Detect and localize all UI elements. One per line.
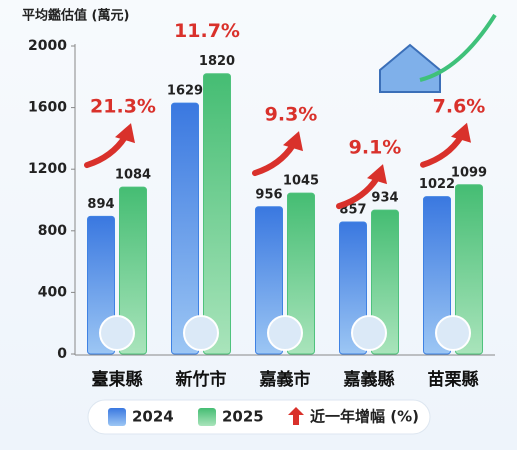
x-tick-label: 新竹市 bbox=[176, 369, 227, 390]
growth-arrow-head bbox=[367, 164, 387, 185]
y-axis-label: 平均鑑估值 (萬元) bbox=[22, 8, 129, 24]
x-tick-label: 臺東縣 bbox=[92, 369, 143, 390]
category-icon bbox=[99, 315, 135, 351]
value-label: 1629 bbox=[167, 84, 203, 99]
growth-arrow-head bbox=[451, 122, 471, 143]
value-label: 1084 bbox=[115, 168, 151, 183]
growth-label: 21.3% bbox=[90, 96, 156, 118]
growth-arrow bbox=[336, 175, 380, 210]
y-tick-label: 400 bbox=[38, 284, 67, 300]
growth-arrow bbox=[84, 134, 128, 169]
value-label: 1820 bbox=[199, 54, 235, 69]
y-tick-label: 1200 bbox=[28, 161, 67, 177]
bar bbox=[255, 206, 283, 355]
legend-label: 2025 bbox=[222, 408, 264, 426]
growth-label: 9.3% bbox=[265, 104, 318, 126]
growth-arrow-head bbox=[115, 123, 135, 144]
value-label: 1022 bbox=[419, 177, 455, 192]
legend-label: 近一年增幅 (%) bbox=[310, 408, 419, 426]
category-icon bbox=[267, 315, 303, 351]
legend-swatch bbox=[198, 408, 216, 426]
legend bbox=[87, 399, 431, 435]
value-label: 956 bbox=[255, 187, 282, 202]
x-tick-label: 苗栗縣 bbox=[428, 369, 479, 390]
category-icon bbox=[183, 315, 219, 351]
growth-arrow bbox=[252, 142, 296, 177]
category-icon bbox=[351, 315, 387, 351]
bar bbox=[287, 192, 315, 355]
legend-swatch bbox=[108, 408, 126, 426]
growth-label: 7.6% bbox=[433, 95, 486, 117]
legend-label: 2024 bbox=[132, 408, 174, 426]
growth-label: 11.7% bbox=[174, 20, 240, 42]
bar bbox=[423, 196, 451, 355]
y-tick-label: 2000 bbox=[28, 38, 67, 54]
bar bbox=[119, 186, 147, 355]
bar bbox=[171, 102, 199, 355]
category-icon bbox=[435, 315, 471, 351]
x-tick-label: 嘉義市 bbox=[259, 369, 311, 390]
bar bbox=[203, 73, 231, 355]
trend-arrow-icon bbox=[419, 13, 497, 82]
y-tick-label: 800 bbox=[38, 223, 67, 239]
growth-arrow-head bbox=[283, 131, 303, 152]
house-icon bbox=[379, 43, 441, 93]
growth-label: 9.1% bbox=[349, 137, 402, 159]
value-label: 894 bbox=[87, 197, 114, 212]
bar bbox=[455, 184, 483, 355]
legend-arrow bbox=[288, 407, 304, 425]
value-label: 934 bbox=[371, 191, 398, 206]
y-tick-label: 1600 bbox=[28, 100, 67, 116]
x-tick-label: 嘉義縣 bbox=[343, 369, 395, 390]
y-tick-label: 0 bbox=[57, 346, 67, 362]
value-label: 1045 bbox=[283, 174, 319, 189]
value-label: 1099 bbox=[451, 165, 487, 180]
growth-arrow bbox=[420, 133, 464, 168]
